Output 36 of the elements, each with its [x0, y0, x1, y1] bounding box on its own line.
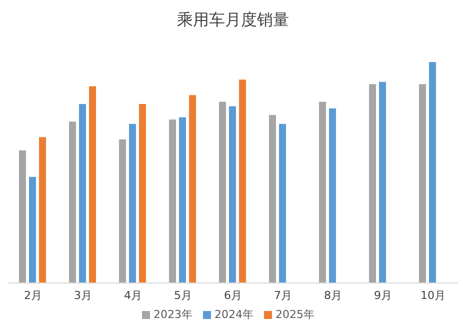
x-tick-label: 6月: [224, 288, 242, 302]
bar: [69, 122, 76, 283]
bar: [129, 124, 136, 283]
bar: [269, 115, 276, 283]
legend-label: 2024年: [214, 308, 254, 321]
bar: [429, 62, 436, 283]
bar: [229, 106, 236, 283]
bar: [279, 124, 286, 283]
bar: [329, 108, 336, 283]
bar: [119, 139, 126, 283]
x-tick-label: 7月: [274, 288, 292, 302]
legend-label: 2025年: [276, 308, 314, 321]
bar: [219, 102, 226, 283]
bar: [179, 117, 186, 283]
bar: [19, 150, 26, 283]
bar: [29, 176, 36, 283]
bar: [369, 84, 376, 283]
bar: [89, 86, 96, 283]
bar: [189, 95, 196, 283]
bar: [79, 104, 86, 283]
bar: [169, 119, 176, 283]
x-tick-label: 4月: [124, 288, 142, 302]
legend-label: 2023年: [154, 308, 192, 321]
chart-title: 乘用车月度销量: [176, 9, 290, 31]
x-tick-label: 3月: [74, 288, 92, 302]
x-tick-label: 8月: [324, 288, 342, 302]
bar: [39, 137, 46, 283]
bar: [139, 104, 146, 283]
bar: [239, 80, 246, 283]
x-tick-label: 10月: [420, 288, 446, 302]
bar: [319, 102, 326, 283]
bar: [379, 82, 386, 283]
bar: [419, 84, 426, 283]
x-tick-label: 5月: [174, 288, 192, 302]
x-tick-label: 9月: [374, 288, 392, 302]
x-tick-label: 2月: [24, 288, 42, 302]
